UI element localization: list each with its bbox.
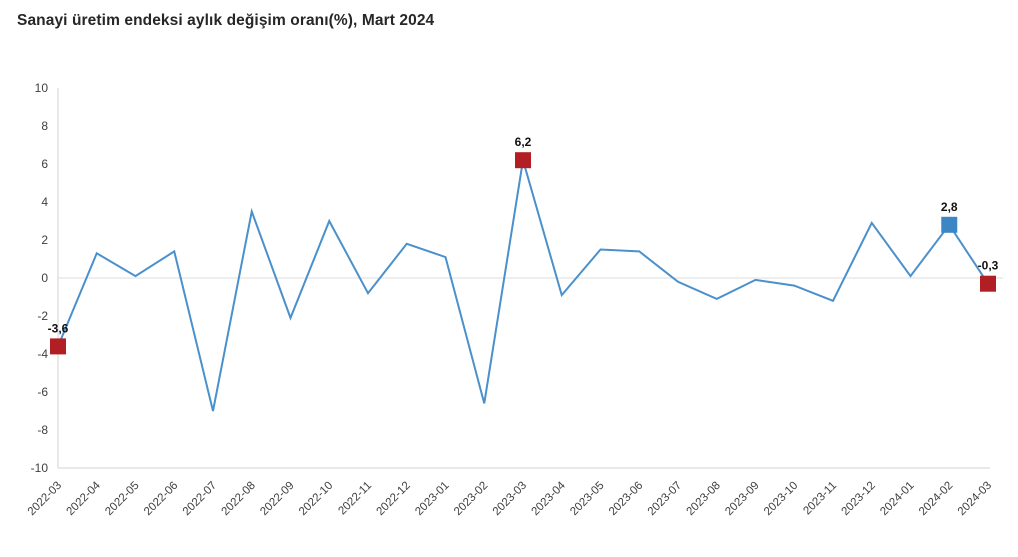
x-axis-tick-label: 2023-06 xyxy=(607,480,645,518)
chart-title: Sanayi üretim endeksi aylık değişim oran… xyxy=(17,12,435,29)
x-axis-tick-label: 2023-07 xyxy=(646,480,684,518)
highlight-marker-red xyxy=(515,152,531,169)
x-axis-tick-label: 2023-08 xyxy=(685,480,723,518)
x-axis-tick-label: 2022-04 xyxy=(65,479,104,518)
x-axis-tick-label: 2022-03 xyxy=(26,480,64,518)
x-axis-tick-label: 2023-03 xyxy=(491,480,529,518)
x-axis-tick-label: 2024-01 xyxy=(878,480,916,518)
annotations: -3,6 6,2 2,8 -0,3 xyxy=(48,135,999,355)
y-axis-tick-label: 4 xyxy=(41,195,48,209)
y-axis-tick-label: -6 xyxy=(37,385,48,399)
series-line xyxy=(57,159,989,412)
x-axis-tick-label: 2022-11 xyxy=(336,480,374,518)
highlight-marker-blue xyxy=(941,216,958,233)
x-axis-tick-label: 2023-11 xyxy=(801,480,839,518)
y-axis-tick-label: -4 xyxy=(37,347,48,361)
data-label: 2,8 xyxy=(941,200,958,214)
x-axis-tick-label: 2022-07 xyxy=(181,480,219,518)
x-axis-tick-label: 2023-10 xyxy=(762,480,800,518)
highlight-marker-red xyxy=(980,275,996,292)
highlight-marker-red xyxy=(50,338,66,355)
x-axis-tick-label: 2024-02 xyxy=(917,480,955,518)
y-axis-tick-label: 2 xyxy=(41,233,48,247)
x-axis-tick-label: 2023-05 xyxy=(568,480,606,518)
data-label: -0,3 xyxy=(978,259,999,273)
y-axis-tick-label: 10 xyxy=(35,81,49,95)
x-axis: 2022-03 2022-04 2022-05 2022-06 2022-07 2022-… xyxy=(26,479,994,518)
x-axis-tick-label: 2022-06 xyxy=(142,480,180,518)
x-axis-tick-label: 2023-12 xyxy=(840,480,878,518)
y-axis-tick-label: -8 xyxy=(37,423,48,437)
y-axis-tick-label: -10 xyxy=(31,461,49,475)
y-axis-tick-label: 0 xyxy=(41,271,48,285)
x-axis-tick-label: 2022-08 xyxy=(220,480,258,518)
x-axis-tick-label: 2023-09 xyxy=(723,480,761,518)
x-axis-tick-label: 2022-12 xyxy=(375,480,413,518)
x-axis-tick-label: 2022-05 xyxy=(103,480,141,518)
x-axis-tick-label: 2023-02 xyxy=(452,480,490,518)
data-label: 6,2 xyxy=(515,135,532,149)
x-axis-tick-label: 2023-04 xyxy=(530,479,569,518)
y-axis-tick-label: -2 xyxy=(37,309,48,323)
x-axis-tick-label: 2024-03 xyxy=(956,480,994,518)
y-axis-tick-label: 8 xyxy=(41,119,48,133)
y-axis: 10 8 6 4 2 0 -2 -4 -6 -8 -10 xyxy=(31,81,49,475)
x-axis-tick-label: 2022-10 xyxy=(297,480,335,518)
y-axis-tick-label: 6 xyxy=(41,157,48,171)
data-label: -3,6 xyxy=(48,321,69,335)
x-axis-tick-label: 2022-09 xyxy=(258,480,296,518)
x-axis-tick-label: 2023-01 xyxy=(413,480,451,518)
